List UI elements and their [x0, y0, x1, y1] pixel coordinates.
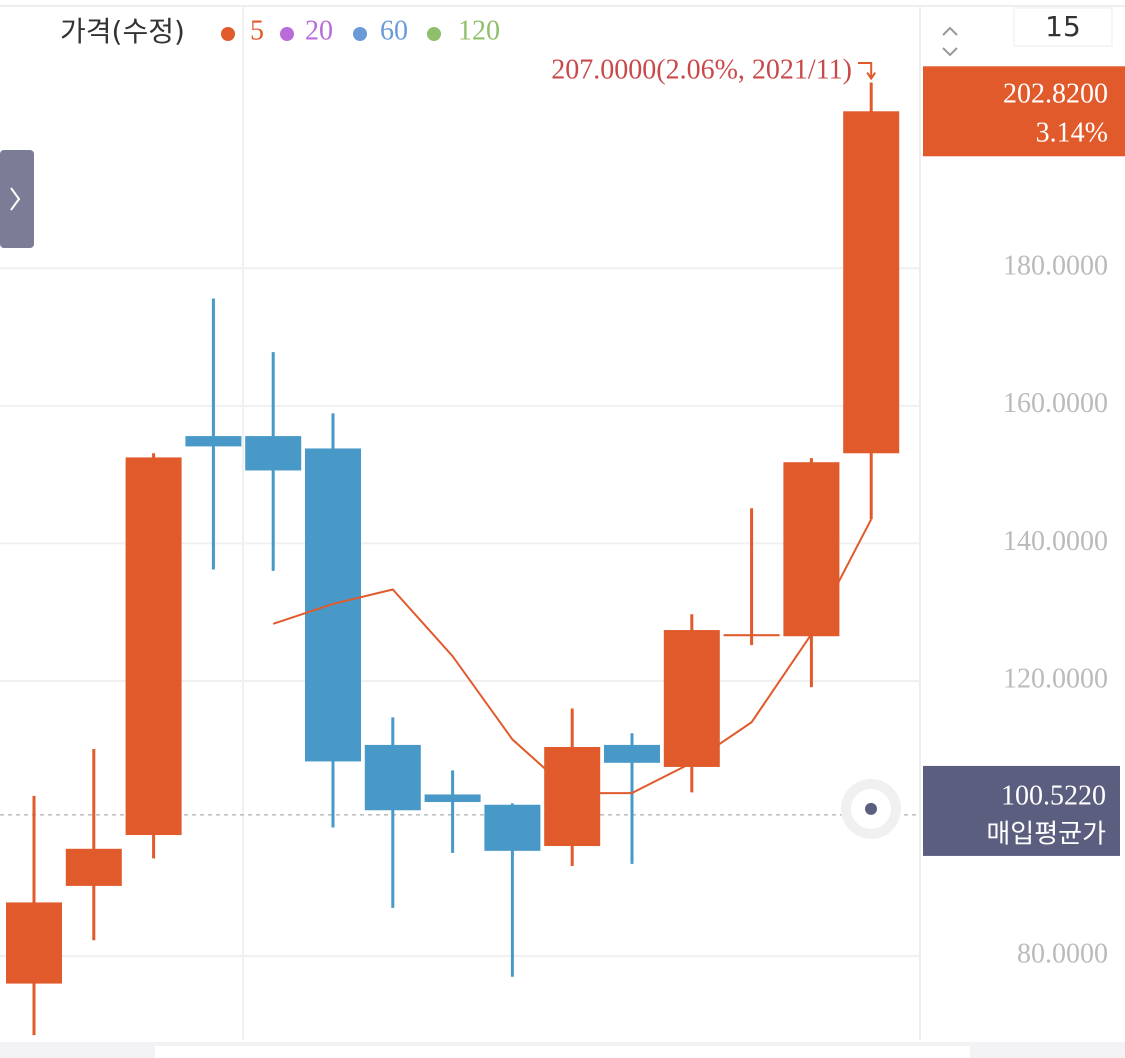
avg-name-label: 매입평균가	[986, 819, 1106, 849]
legend-title: 가격(수정)	[60, 15, 185, 48]
legend-dot	[353, 27, 367, 41]
legend-dot	[280, 27, 294, 41]
high-arrow	[858, 62, 877, 81]
candle-body	[544, 746, 601, 847]
candle-body	[424, 794, 481, 803]
last-price-box	[923, 66, 1125, 157]
candle-body	[65, 848, 122, 886]
avg-price-box	[923, 765, 1120, 856]
y-tick-label: 160.0000	[1003, 388, 1108, 419]
candle-body	[185, 436, 242, 447]
period-box[interactable]	[1013, 7, 1113, 47]
candle-body	[663, 630, 720, 767]
side-handle[interactable]	[0, 150, 34, 248]
candle-body	[604, 744, 660, 763]
candle-body	[484, 804, 541, 851]
last-price-label: 202.8200	[1003, 79, 1108, 110]
legend-label: 120	[458, 15, 500, 46]
candle-body	[783, 462, 840, 637]
legend-label: 5	[250, 15, 264, 46]
y-tick-label: 180.0000	[1003, 251, 1108, 282]
ma-line	[272, 518, 873, 795]
candle-body	[125, 457, 182, 836]
last-change-label: 3.14%	[1036, 118, 1108, 149]
candle-body	[6, 902, 62, 984]
legend-dot	[427, 27, 441, 41]
y-tick-label: 120.0000	[1003, 663, 1108, 694]
chevron-icon	[10, 187, 21, 211]
y-tick-label: 140.0000	[1003, 526, 1108, 557]
candle-body	[723, 634, 780, 637]
avg-marker-dot	[865, 802, 877, 815]
y-tick-label: 80.0000	[1017, 939, 1108, 970]
candle-body	[843, 111, 900, 454]
legend-label: 20	[305, 15, 333, 46]
legend-label: 60	[380, 15, 408, 46]
legend-dot	[221, 27, 235, 41]
candle-body	[245, 436, 302, 471]
scroll-arrows[interactable]	[942, 26, 958, 57]
scrollbar[interactable]	[155, 1046, 970, 1058]
candle-body	[364, 744, 421, 811]
period-value: 15	[1045, 10, 1081, 43]
high-annotation: 207.0000(2.06%, 2021/11)	[551, 54, 852, 85]
avg-price-label: 100.5220	[1001, 780, 1106, 811]
